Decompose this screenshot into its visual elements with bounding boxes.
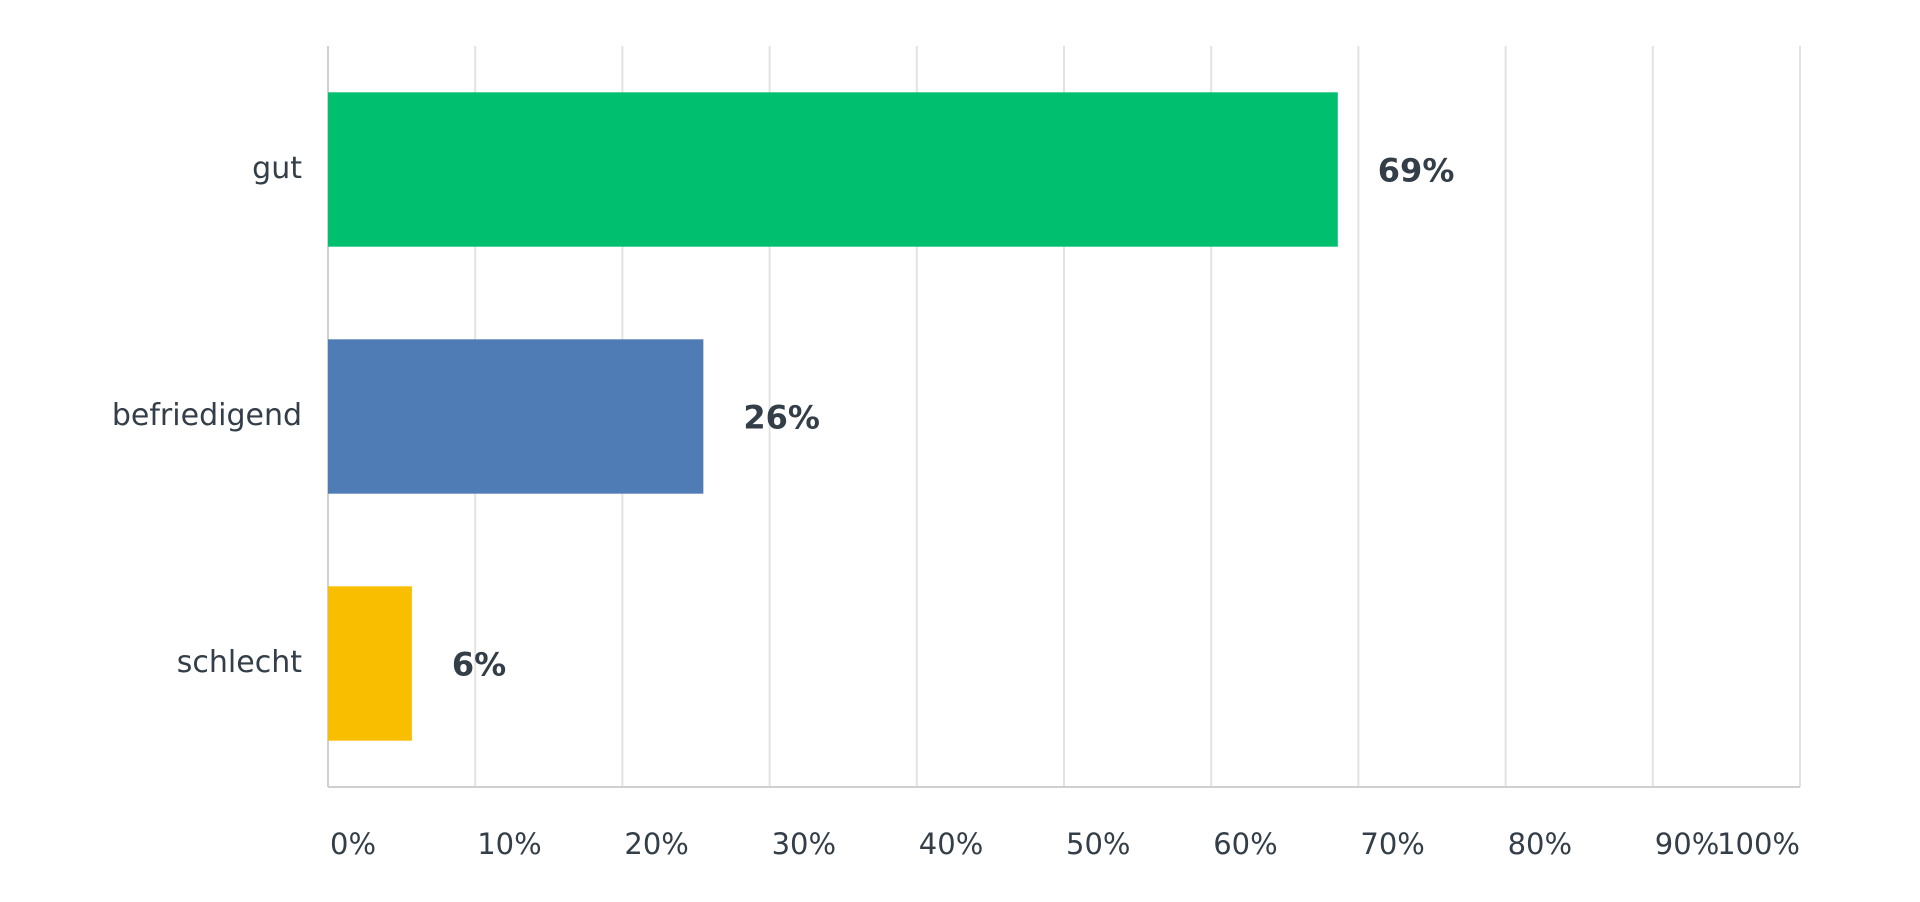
x-tick-label: 50%	[1066, 827, 1130, 861]
bar	[328, 339, 704, 494]
y-tick-label: gut	[252, 151, 302, 186]
x-tick-label: 60%	[1213, 827, 1277, 861]
y-tick-label: befriedigend	[112, 398, 302, 433]
bar	[328, 92, 1338, 247]
x-tick-label: 30%	[772, 827, 836, 861]
x-tick-label: 100%	[1717, 827, 1800, 861]
value-label: 69%	[1378, 152, 1455, 190]
x-tick-label: 90%	[1655, 827, 1719, 861]
x-tick-label: 20%	[624, 827, 688, 861]
x-tick-label: 40%	[919, 827, 983, 861]
x-tick-label: 80%	[1508, 827, 1572, 861]
bar	[328, 586, 412, 741]
value-label: 6%	[452, 646, 506, 684]
x-tick-label: 0%	[330, 827, 376, 861]
x-tick-label: 70%	[1360, 827, 1424, 861]
value-label: 26%	[743, 399, 820, 437]
y-tick-label: schlecht	[177, 645, 302, 680]
x-tick-label: 10%	[477, 827, 541, 861]
